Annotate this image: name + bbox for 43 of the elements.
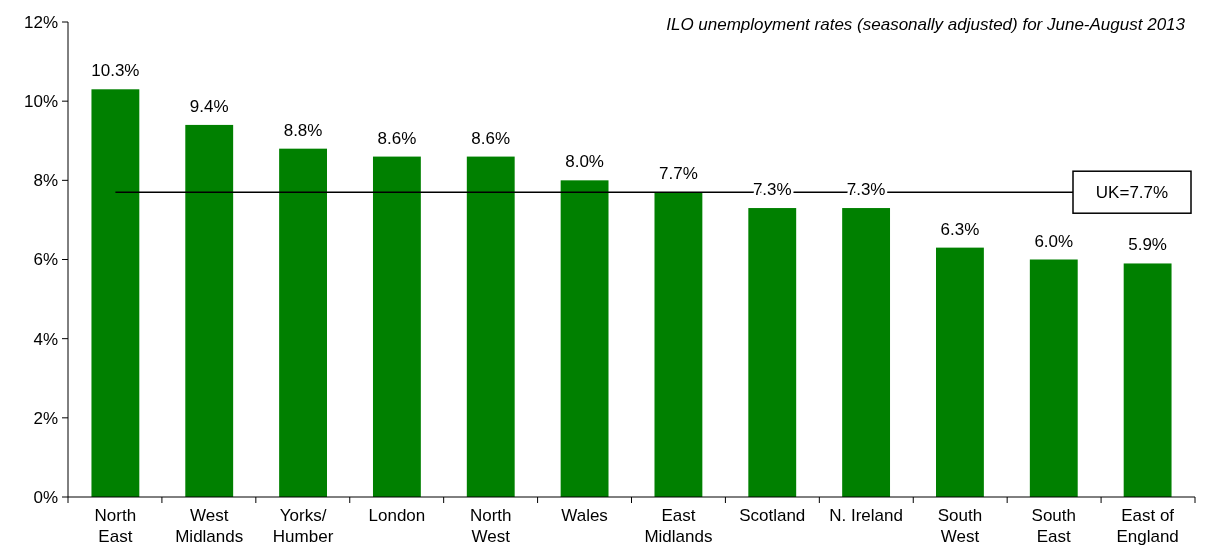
- chart-title: ILO unemployment rates (seasonally adjusted) for June-August 2013: [666, 15, 1186, 34]
- ref-line-label: UK=7.7%: [1095, 183, 1169, 203]
- data-label: 7.7%: [659, 164, 698, 184]
- bar: [185, 124, 234, 497]
- x-tick-label: West Midlands: [175, 506, 244, 546]
- data-label: 6.0%: [1034, 231, 1074, 251]
- y-tick-label: 4%: [33, 329, 58, 349]
- bar: [466, 156, 515, 497]
- y-tick-label: 0%: [33, 487, 58, 507]
- x-tick-label: N. Ireland: [829, 506, 903, 525]
- y-tick-label: 8%: [33, 171, 58, 191]
- x-tick-label: South West: [937, 506, 983, 546]
- y-tick-label: 2%: [33, 408, 58, 428]
- bar: [91, 89, 140, 497]
- data-label: 8.0%: [565, 152, 604, 172]
- data-label: 9.4%: [189, 96, 229, 116]
- x-tick-label: East Midlands: [644, 506, 713, 546]
- bar: [654, 192, 703, 497]
- x-tick-label: Yorks/ Humber: [272, 506, 334, 546]
- bar: [1123, 263, 1172, 497]
- data-label: 6.3%: [940, 219, 980, 239]
- x-tick-label: North West: [469, 506, 512, 546]
- y-tick-label: 6%: [33, 250, 58, 270]
- x-tick-label: London: [368, 506, 426, 525]
- data-label: 8.8%: [283, 120, 323, 140]
- bar: [560, 180, 609, 497]
- bar: [936, 247, 984, 497]
- x-tick-label: South East: [1031, 506, 1076, 546]
- data-label: 10.3%: [91, 61, 140, 81]
- bar: [842, 208, 891, 497]
- y-tick-label: 12%: [23, 12, 58, 32]
- bar: [279, 148, 327, 497]
- data-label: 8.6%: [377, 128, 417, 148]
- x-tick-label: East of England: [1116, 506, 1179, 546]
- x-tick-label: Wales: [561, 506, 608, 525]
- x-tick-label: Scotland: [739, 506, 806, 525]
- y-tick-label: 10%: [23, 92, 58, 112]
- bar: [748, 208, 797, 497]
- x-tick-label: North East: [94, 506, 137, 546]
- bar: [372, 156, 421, 497]
- bar: [1029, 259, 1078, 497]
- data-label: 5.9%: [1128, 235, 1167, 255]
- data-label: 8.6%: [471, 128, 511, 148]
